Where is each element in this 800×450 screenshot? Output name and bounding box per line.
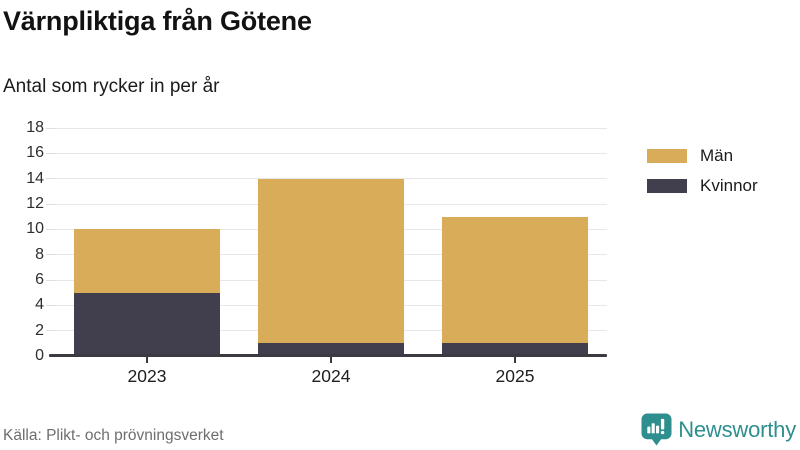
y-axis-tick — [46, 203, 55, 205]
chart-title: Värnpliktiga från Götene — [3, 6, 312, 36]
y-axis-tick — [46, 178, 55, 180]
y-axis-label: 10 — [26, 220, 44, 238]
bar-segment-kvinnor-2024 — [258, 343, 404, 356]
y-axis-tick — [46, 330, 55, 332]
y-axis-label: 6 — [35, 271, 44, 288]
bar-segment-män-2023 — [74, 229, 220, 293]
legend-label: Kvinnor — [700, 176, 758, 195]
gridline — [55, 127, 607, 129]
x-axis-label: 2023 — [127, 366, 167, 386]
bar-segment-kvinnor-2023 — [74, 292, 220, 356]
legend-swatch — [647, 149, 687, 163]
x-axis-line — [49, 354, 607, 357]
x-axis-label: 2024 — [311, 366, 351, 386]
y-axis-tick — [46, 228, 55, 230]
y-axis-tick — [46, 127, 55, 129]
chart-area: 0 2 4 6 8 10 12 14 16 18 2023 2024 2025 — [0, 119, 800, 398]
y-axis-label: 2 — [35, 321, 44, 339]
x-axis-tick — [330, 357, 332, 363]
bar-segment-män-2024 — [258, 178, 404, 344]
y-axis-label: 0 — [35, 347, 44, 364]
bar-segment-män-2025 — [442, 216, 588, 344]
bar-segment-kvinnor-2025 — [442, 343, 588, 356]
y-axis-label: 12 — [26, 195, 44, 212]
x-axis-tick — [514, 357, 516, 363]
legend-item-män: Män — [647, 146, 758, 166]
legend-swatch — [647, 179, 687, 193]
y-axis-label: 8 — [35, 245, 44, 263]
gridline — [55, 152, 607, 154]
y-axis-label: 18 — [26, 119, 44, 136]
legend: Män Kvinnor — [647, 146, 758, 206]
x-axis-label: 2025 — [495, 366, 535, 386]
y-axis-tick — [46, 152, 55, 154]
plot-area — [55, 127, 607, 356]
newsworthy-speech-pin-bar-chart-icon — [641, 413, 672, 446]
chart-subtitle: Antal som rycker in per år — [3, 76, 220, 97]
y-axis-label: 4 — [35, 296, 44, 314]
y-axis-tick — [46, 254, 55, 256]
source-note: Källa: Plikt- och prövningsverket — [3, 427, 224, 444]
legend-item-kvinnor: Kvinnor — [647, 176, 758, 196]
newsworthy-wordmark: Newsworthy — [678, 416, 796, 442]
y-axis-tick — [46, 304, 55, 306]
y-axis-tick — [46, 279, 55, 281]
y-axis-label: 14 — [26, 169, 44, 187]
y-axis-label: 16 — [26, 144, 44, 162]
newsworthy-logo: Newsworthy — [641, 413, 796, 446]
x-axis-tick — [146, 357, 148, 363]
legend-label: Män — [700, 146, 734, 165]
